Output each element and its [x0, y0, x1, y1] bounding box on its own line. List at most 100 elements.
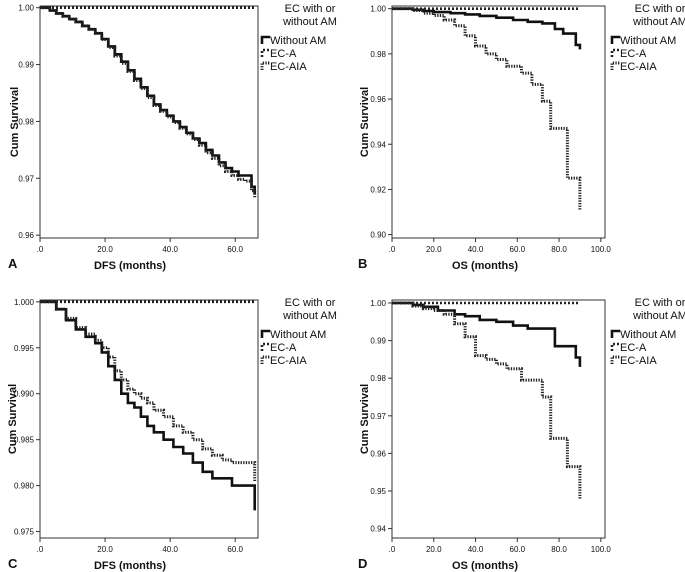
y-tick-label: 0.98	[370, 50, 386, 59]
y-tick-label: 0.95	[370, 487, 386, 496]
y-tick-label: 0.98	[18, 117, 34, 126]
chart-panel-c: .0 20.0 40.0 60.0 0.975 0.980 0.985 0.990 0.995 1…	[7, 297, 337, 572]
x-tick-label: 40.0	[468, 545, 484, 554]
series-line-ec-aia	[392, 7, 582, 210]
y-axis-title: Cum Survival	[359, 384, 371, 454]
x-tick-label: 60.0	[227, 245, 243, 254]
series-line-ec-aia	[40, 300, 257, 481]
legend-item-label: EC-A	[270, 48, 297, 60]
legend-item-label: EC-A	[620, 342, 647, 354]
x-axis-title: DFS (months)	[94, 560, 166, 572]
x-tick-label: 20.0	[426, 245, 442, 254]
x-axis-title: OS (months)	[452, 560, 518, 572]
legend-swatch	[260, 61, 270, 70]
y-tick-label: 0.99	[370, 337, 386, 346]
x-tick-label: 40.0	[162, 545, 178, 554]
legend-item-label: Without AM	[270, 35, 326, 47]
y-tick-label: 0.985	[14, 436, 35, 445]
chart-panel-d: .0 20.0 40.0 60.0 80.0 100.0 0.94 0.95 0.96 0.97 0…	[358, 297, 685, 572]
y-tick-label: 0.975	[14, 528, 35, 537]
y-tick-label: 1.00	[370, 299, 386, 308]
y-tick-label: 0.94	[370, 140, 386, 149]
chart-panel-b: .0 20.0 40.0 60.0 80.0 100.0 0.90 0.92 0.94 0.96 0…	[358, 3, 685, 272]
plot-frame	[39, 299, 259, 539]
x-tick-label: 60.0	[227, 545, 243, 554]
panel-letter: A	[8, 256, 18, 271]
panel-letter: B	[358, 256, 367, 271]
legend-title: without AM	[282, 310, 337, 322]
legend-item-label: EC-AIA	[270, 61, 307, 73]
series-line-without-am	[392, 7, 582, 50]
legend-swatch	[610, 35, 620, 44]
legend-swatch	[610, 355, 620, 364]
legend-swatch	[260, 48, 270, 57]
y-tick-label: 0.98	[370, 374, 386, 383]
legend-swatch	[260, 329, 270, 338]
legend-title: EC with or	[285, 3, 336, 15]
legend-title: without AM	[282, 16, 337, 28]
legend-item-label: EC-AIA	[270, 355, 307, 367]
x-tick-label: .0	[37, 545, 44, 554]
series-line-ec-aia	[392, 301, 582, 499]
x-tick-label: 20.0	[97, 245, 113, 254]
legend-swatch	[260, 342, 270, 351]
y-tick-label: 0.94	[370, 525, 386, 534]
y-tick-label: 0.97	[18, 174, 34, 183]
legend-item-label: Without AM	[620, 329, 676, 341]
legend-swatch	[260, 35, 270, 44]
series-line-without-am	[40, 300, 256, 511]
x-axis-title: DFS (months)	[94, 260, 166, 272]
chart-panel-a: .0 20.0 40.0 60.0 0.96 0.97 0.98 0.99 1.00 DFS (m…	[8, 3, 337, 272]
y-tick-label: 0.990	[14, 390, 35, 399]
legend-item-label: Without AM	[270, 329, 326, 341]
legend-item-label: EC-AIA	[620, 61, 657, 73]
y-tick-label: 0.97	[370, 412, 386, 421]
x-tick-label: 60.0	[510, 245, 526, 254]
x-tick-label: 20.0	[97, 545, 113, 554]
panel-letter: D	[358, 556, 367, 571]
x-tick-label: 60.0	[510, 545, 526, 554]
x-tick-label: 80.0	[551, 545, 567, 554]
legend-title: EC with or	[285, 297, 336, 309]
series-line-without-am	[40, 6, 256, 195]
x-tick-label: 100.0	[591, 545, 612, 554]
legend-title: EC with or	[635, 297, 685, 309]
y-axis-title: Cum Survival	[9, 87, 21, 157]
y-tick-label: 0.92	[370, 185, 386, 194]
x-tick-label: 80.0	[551, 245, 567, 254]
y-tick-label: 1.00	[18, 4, 34, 13]
x-tick-label: 20.0	[426, 545, 442, 554]
x-axis-title: OS (months)	[452, 260, 518, 272]
legend-item-label: EC-AIA	[620, 355, 657, 367]
x-tick-label: 40.0	[468, 245, 484, 254]
legend-swatch	[260, 355, 270, 364]
y-axis-title: Cum Survival	[359, 87, 371, 157]
plot-frame	[39, 5, 259, 239]
y-tick-label: 0.995	[14, 344, 35, 353]
legend-swatch	[610, 342, 620, 351]
x-tick-label: 100.0	[591, 245, 612, 254]
legend-item-label: Without AM	[620, 35, 676, 47]
y-tick-label: 0.96	[370, 95, 386, 104]
legend-item-label: EC-A	[620, 48, 647, 60]
x-tick-label: .0	[389, 545, 396, 554]
legend-item-label: EC-A	[270, 342, 297, 354]
y-tick-label: 0.90	[370, 231, 386, 240]
legend-title: without AM	[632, 16, 685, 28]
y-tick-label: 1.00	[370, 5, 386, 14]
series-line-ec-aia	[40, 6, 257, 199]
series-line-without-am	[392, 301, 582, 367]
y-tick-label: 0.96	[18, 231, 34, 240]
legend-swatch	[610, 329, 620, 338]
legend-swatch	[610, 61, 620, 70]
y-axis-title: Cum Survival	[7, 384, 19, 454]
panel-letter: C	[8, 556, 18, 571]
legend-title: EC with or	[635, 3, 685, 15]
x-tick-label: 40.0	[162, 245, 178, 254]
y-tick-label: 0.980	[14, 482, 35, 491]
legend-title: without AM	[632, 310, 685, 322]
legend-swatch	[610, 48, 620, 57]
y-tick-label: 0.96	[370, 449, 386, 458]
plot-frame	[391, 299, 606, 539]
